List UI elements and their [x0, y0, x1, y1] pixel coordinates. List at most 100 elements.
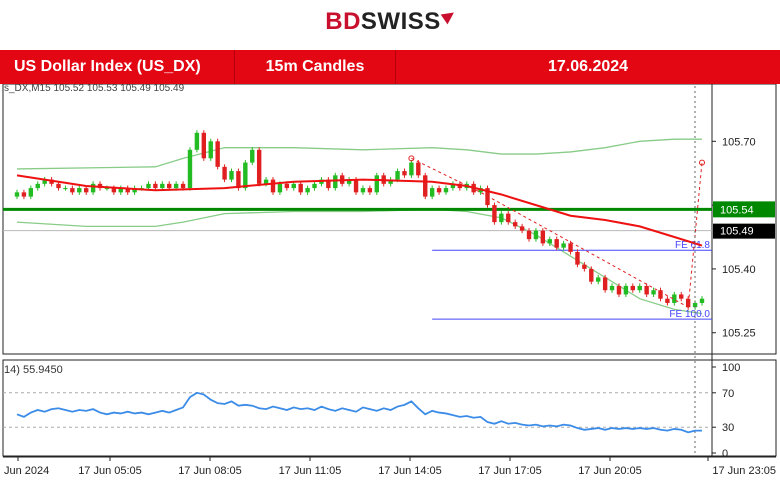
candle-body — [111, 188, 117, 193]
candle-body — [616, 285, 622, 295]
candle-body — [374, 175, 379, 193]
candle-body — [554, 239, 559, 248]
time-tick-label: 17 Jun 11:05 — [279, 465, 342, 477]
candle-body — [160, 183, 165, 189]
candle-body — [512, 222, 518, 227]
candle-body — [173, 183, 179, 189]
candle-body — [70, 188, 75, 193]
overlays — [16, 86, 705, 456]
candle-body — [589, 268, 594, 282]
candle-body — [187, 149, 193, 189]
candle-body — [326, 179, 331, 189]
candle-body — [118, 188, 123, 193]
candle-body — [104, 188, 110, 190]
lower-band-line — [16, 208, 703, 315]
candle-body — [540, 230, 546, 244]
price-tick-label: 105.70 — [722, 136, 756, 148]
candle-body — [506, 213, 511, 223]
candle-body — [388, 179, 393, 184]
candle-body — [63, 188, 68, 190]
rsi-panel: 0 30 70 100 — [3, 362, 740, 460]
candle-body — [623, 285, 629, 295]
candle-body — [229, 171, 234, 180]
time-tick-label: 17 Jun 08:05 — [178, 465, 242, 477]
rsi-tick-label: 30 — [722, 422, 734, 434]
time-tick-label: 17 Jun 17:05 — [478, 465, 542, 477]
time-tick-label: 17 Jun 05:05 — [78, 465, 142, 477]
fib-level-label: FE 61.8 — [675, 240, 710, 251]
indicator-label: s_DX,M15 105.52 105.53 105.49 105.49 — [4, 84, 185, 94]
candle-body — [201, 132, 207, 159]
chart-title: US Dollar Index (US_DX) — [0, 50, 235, 84]
time-tick-label: 17 Jun 14:05 — [378, 465, 442, 477]
candle-body — [637, 285, 642, 291]
projection-dashed-line — [411, 157, 703, 309]
candle-body — [298, 183, 303, 193]
candle-body — [450, 183, 456, 189]
candle-body — [42, 179, 47, 184]
candle-body — [256, 149, 262, 184]
price-levels: FE 61.8 FE 100.0 — [3, 207, 712, 320]
rsi-tick-label: 100 — [722, 362, 740, 374]
candle-body — [208, 141, 213, 159]
support-price-box — [713, 201, 775, 218]
candle-body — [291, 183, 296, 189]
candle-body — [270, 179, 276, 193]
candle-body — [526, 230, 532, 240]
candle-body — [167, 183, 172, 189]
time-tick-label: 17 Jun 20:05 — [578, 465, 642, 477]
candle-body — [28, 188, 34, 197]
candle-body — [547, 239, 552, 244]
price-tick-label: 105.40 — [722, 264, 756, 276]
current-price-box — [713, 223, 775, 239]
support-price-label: 105.54 — [720, 204, 754, 216]
candle-body — [49, 179, 54, 184]
candle-body — [250, 149, 255, 163]
candle-body — [609, 285, 615, 291]
title-bar: US Dollar Index (US_DX) 15m Candles 17.0… — [0, 50, 780, 84]
date-label: 17.06.2024 — [547, 58, 629, 75]
candle-body — [436, 188, 442, 193]
candle-body — [90, 183, 96, 193]
candle-body — [125, 188, 130, 193]
candle-body — [672, 294, 677, 303]
candle-body — [367, 188, 373, 193]
candle-body — [519, 226, 525, 231]
axes: 105.25105.40105.55105.70105.54105.49Jun … — [4, 136, 776, 477]
candle-body — [429, 188, 435, 197]
candle-body — [56, 183, 61, 189]
candle-body — [21, 192, 27, 197]
upper-band-line — [16, 138, 702, 170]
candle-body — [305, 188, 310, 193]
candle-body — [602, 277, 608, 291]
candle-body — [699, 298, 705, 303]
candle-body — [146, 183, 151, 189]
candle-body — [77, 188, 82, 193]
candle-body — [533, 230, 539, 240]
candle-body — [132, 188, 137, 193]
candle-body — [236, 171, 241, 189]
candle-body — [630, 285, 636, 291]
candle-body — [35, 183, 40, 189]
candle-body — [644, 285, 649, 295]
candle-body — [679, 294, 684, 299]
candle-body — [423, 175, 428, 197]
rsi-panel-frame — [2, 359, 777, 457]
fib-level-label: FE 100.0 — [669, 309, 710, 320]
logo-arrow-icon — [440, 7, 458, 25]
envelope-bands — [16, 138, 703, 315]
projection-point — [699, 159, 705, 166]
rsi-label: 14) 55.9450 — [4, 364, 63, 376]
candle-body — [284, 183, 290, 189]
candle-body — [409, 162, 414, 176]
candle-body — [360, 188, 366, 193]
candle-body — [215, 141, 220, 167]
logo-swiss: SWISS — [360, 8, 441, 35]
rsi-line — [16, 391, 702, 434]
price-panel-frame — [2, 84, 777, 355]
candle-body — [561, 243, 566, 248]
logo-bd: BD — [325, 8, 361, 35]
projection-point — [408, 155, 415, 162]
candle-body — [651, 290, 656, 295]
candle-body — [312, 183, 317, 189]
